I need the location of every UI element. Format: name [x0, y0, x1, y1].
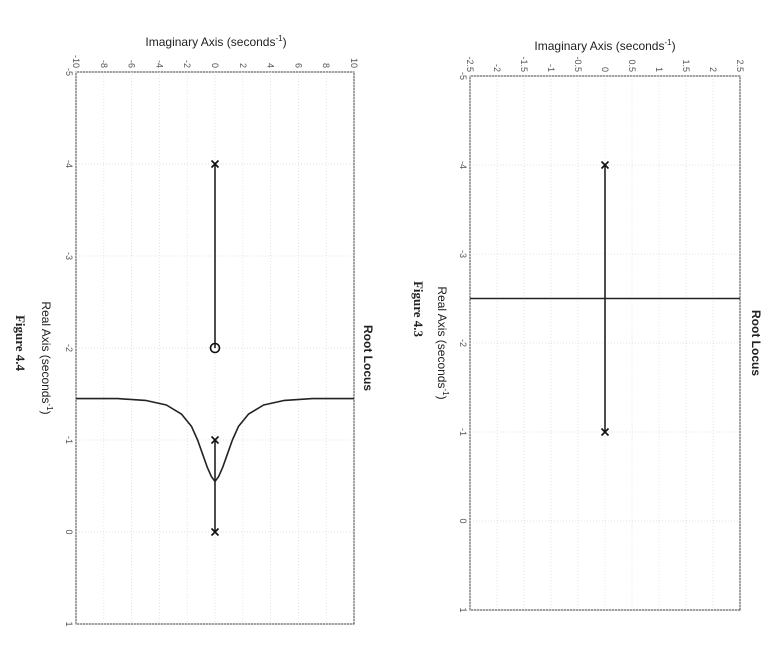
fig43-caption: Figure 4.3 [411, 281, 426, 338]
fig43-title: Root Locus [749, 310, 763, 376]
tick-label-imag: -2.5 [465, 56, 475, 72]
fig44-locus-branches [76, 164, 354, 532]
locus-branch [76, 397, 216, 482]
tick-label-imag: 2 [238, 63, 248, 68]
fig43-locus-branches [470, 165, 740, 432]
tick-label-real: -4 [64, 160, 74, 168]
pole-marker [600, 427, 610, 437]
tick-label-imag: 8 [321, 63, 331, 68]
tick-label-imag: -4 [154, 60, 164, 68]
tick-label-real: 0 [458, 518, 468, 523]
tick-label-imag: -2 [492, 64, 502, 72]
fig44-ylabel: Imaginary Axis (seconds-1) [145, 34, 286, 49]
fig44-xlabel: Real Axis (seconds-1) [39, 301, 54, 414]
tick-label-real: -3 [64, 252, 74, 260]
zero-marker [209, 342, 221, 354]
tick-label-imag: -0.5 [573, 56, 583, 72]
tick-label-imag: 6 [293, 63, 303, 68]
fig43-tick-labels: -5 -4 -3 -2 -1 0 1 -2.5 -2 -1.5 -1 -0.5 0 0.5 1 1.5 2 2.5 [458, 56, 745, 612]
pole-marker [210, 159, 220, 169]
tick-label-imag: 2.5 [735, 59, 745, 72]
tick-label-real: -5 [458, 72, 468, 80]
tick-label-real: -4 [458, 161, 468, 169]
fig43-ylabel: Imaginary Axis (seconds-1) [534, 38, 675, 53]
tick-label-real: 1 [64, 621, 74, 626]
tick-label-real: -5 [64, 68, 74, 76]
tick-label-real: 0 [64, 529, 74, 534]
tick-label-imag: 0 [210, 63, 220, 68]
fig43-grid [469, 75, 741, 611]
tick-label-imag: -8 [99, 60, 109, 68]
fig44-tick-labels: -5-4-3-2-101-10 -8 -6 -4 -2 0 2 4 6 8 10 [64, 55, 359, 627]
tick-label-imag: 2 [708, 67, 718, 72]
locus-branch [214, 397, 354, 482]
tick-label-imag: 1.5 [681, 59, 691, 72]
tick-label-real: -2 [64, 344, 74, 352]
fig44-title: Root Locus [361, 325, 375, 391]
pole-marker [210, 435, 220, 445]
pole-marker [210, 527, 220, 537]
tick-label-real: -1 [64, 436, 74, 444]
tick-label-imag: -1.5 [519, 56, 529, 72]
tick-label-real: -2 [458, 339, 468, 347]
tick-label-real: -3 [458, 250, 468, 258]
tick-label-real: 1 [458, 607, 468, 612]
fig44-caption: Figure 4.4 [13, 315, 28, 372]
tick-label-imag: 0.5 [627, 59, 637, 72]
pole-marker [600, 160, 610, 170]
fig43-xlabel: Real Axis (seconds-1) [435, 286, 450, 399]
tick-label-imag: 4 [266, 63, 276, 68]
fig44-pole-zero-markers [209, 159, 221, 537]
tick-label-imag: -6 [127, 60, 137, 68]
figure-4-3: -5 -4 -3 -2 -1 0 1 -2.5 -2 -1.5 -1 -0.5 0 0.5 1 1.5 2 2.5… [411, 38, 763, 613]
tick-label-imag: 10 [349, 58, 359, 68]
tick-label-imag: -2 [182, 60, 192, 68]
tick-label-imag: -1 [546, 64, 556, 72]
tick-label-imag: -10 [71, 55, 81, 68]
tick-label-imag: 1 [654, 67, 664, 72]
tick-label-imag: 0 [600, 67, 610, 72]
figure-4-4: -5-4-3-2-101-10 -8 -6 -4 -2 0 2 4 6 8 10 Root Locu… [13, 34, 375, 627]
tick-label-real: -1 [458, 428, 468, 436]
fig43-pole-zero-markers [600, 160, 610, 437]
